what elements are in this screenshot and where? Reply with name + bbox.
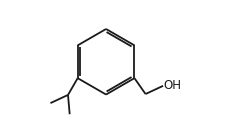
Text: OH: OH [163, 79, 181, 92]
